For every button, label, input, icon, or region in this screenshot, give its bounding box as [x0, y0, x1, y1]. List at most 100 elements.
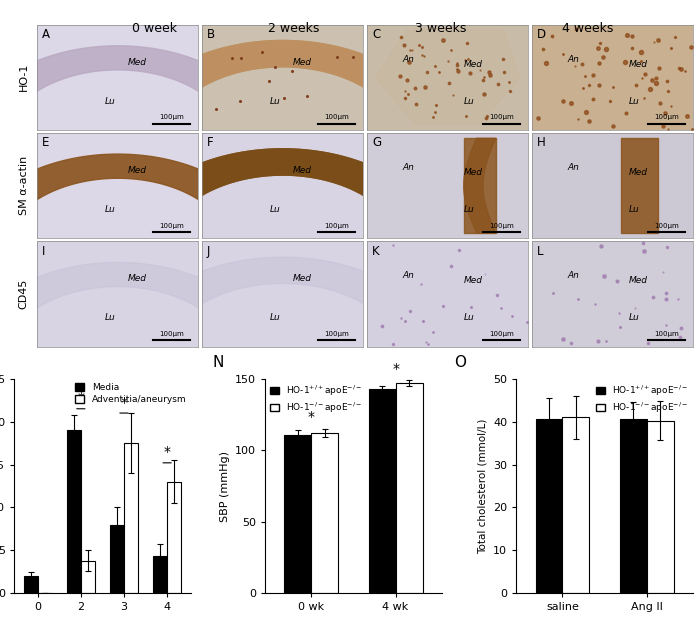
- Text: An: An: [568, 54, 580, 64]
- Text: K: K: [372, 245, 379, 258]
- Text: Lu: Lu: [629, 313, 639, 322]
- Text: 100μm: 100μm: [654, 331, 679, 337]
- Text: Lu: Lu: [105, 205, 116, 214]
- Text: 100μm: 100μm: [489, 331, 514, 337]
- Text: Lu: Lu: [629, 205, 639, 214]
- Text: Med: Med: [629, 276, 648, 286]
- Text: An: An: [402, 163, 414, 172]
- Text: Med: Med: [629, 60, 648, 69]
- Bar: [167, 481, 181, 593]
- Text: *: *: [392, 362, 399, 376]
- Text: SM α-actin: SM α-actin: [19, 156, 29, 215]
- Text: 4 weeks: 4 weeks: [562, 22, 614, 35]
- Legend: HO-1$^{+/+}$apoE$^{-/-}$, HO-1$^{-/-}$apoE$^{-/-}$: HO-1$^{+/+}$apoE$^{-/-}$, HO-1$^{-/-}$ap…: [270, 383, 362, 415]
- Text: G: G: [372, 136, 381, 149]
- Text: C: C: [372, 28, 380, 41]
- Text: Med: Med: [463, 276, 483, 286]
- Text: I: I: [42, 245, 46, 258]
- Text: 100μm: 100μm: [489, 114, 514, 121]
- Y-axis label: Total cholesterol (mmol/L): Total cholesterol (mmol/L): [477, 418, 487, 554]
- Text: Med: Med: [127, 57, 146, 67]
- Bar: [110, 525, 124, 593]
- Text: Lu: Lu: [463, 205, 475, 214]
- Bar: [80, 561, 94, 593]
- Text: L: L: [537, 245, 543, 258]
- Text: 100μm: 100μm: [324, 331, 349, 337]
- Text: Med: Med: [293, 57, 312, 67]
- Text: Lu: Lu: [270, 313, 281, 322]
- Polygon shape: [133, 149, 433, 225]
- Bar: [395, 383, 423, 593]
- Text: O: O: [454, 355, 466, 370]
- Bar: [24, 576, 38, 593]
- Text: 100μm: 100μm: [160, 222, 184, 229]
- Text: 100μm: 100μm: [324, 222, 349, 229]
- Text: Lu: Lu: [105, 313, 116, 322]
- Polygon shape: [463, 138, 496, 233]
- Text: Med: Med: [127, 166, 146, 175]
- Text: F: F: [207, 136, 214, 149]
- Text: 0 week: 0 week: [132, 22, 176, 35]
- Text: Lu: Lu: [629, 96, 639, 106]
- Text: An: An: [402, 271, 414, 280]
- Bar: [369, 389, 396, 593]
- Polygon shape: [0, 263, 247, 322]
- Polygon shape: [0, 154, 247, 213]
- Text: Lu: Lu: [463, 96, 475, 106]
- Polygon shape: [375, 30, 520, 125]
- Text: Med: Med: [293, 274, 312, 283]
- Text: D: D: [537, 28, 546, 41]
- Text: 100μm: 100μm: [489, 222, 514, 229]
- Text: Med: Med: [463, 168, 483, 177]
- Text: 100μm: 100μm: [160, 331, 184, 337]
- Text: Med: Med: [629, 168, 648, 177]
- Text: Lu: Lu: [270, 205, 281, 214]
- Text: B: B: [207, 28, 215, 41]
- Text: *: *: [308, 410, 315, 425]
- Text: 2 weeks: 2 weeks: [268, 22, 320, 35]
- Text: 100μm: 100μm: [654, 114, 679, 121]
- Polygon shape: [463, 138, 496, 233]
- Text: An: An: [402, 54, 414, 64]
- Polygon shape: [133, 41, 433, 117]
- Text: 100μm: 100μm: [654, 222, 679, 229]
- Bar: [153, 556, 167, 593]
- Polygon shape: [133, 149, 433, 225]
- Bar: [312, 433, 338, 593]
- Bar: [67, 430, 80, 593]
- Polygon shape: [133, 41, 433, 117]
- Text: 100μm: 100μm: [324, 114, 349, 121]
- Bar: [284, 434, 312, 593]
- Bar: [536, 420, 563, 593]
- Text: *: *: [120, 396, 127, 410]
- Text: N: N: [212, 355, 223, 370]
- Text: *: *: [164, 446, 171, 459]
- Text: CD45: CD45: [19, 279, 29, 309]
- Polygon shape: [621, 138, 657, 233]
- Polygon shape: [0, 46, 247, 105]
- Text: Lu: Lu: [270, 96, 281, 106]
- Bar: [647, 421, 673, 593]
- Text: J: J: [207, 245, 211, 258]
- Polygon shape: [133, 257, 433, 333]
- Text: 100μm: 100μm: [160, 114, 184, 121]
- Text: E: E: [42, 136, 50, 149]
- Text: Med: Med: [463, 60, 483, 69]
- Bar: [563, 417, 589, 593]
- Text: H: H: [537, 136, 545, 149]
- Text: Lu: Lu: [105, 96, 116, 106]
- Bar: [620, 420, 647, 593]
- Text: Med: Med: [293, 166, 312, 175]
- Text: An: An: [568, 163, 580, 172]
- Text: *: *: [77, 391, 84, 405]
- Y-axis label: SBP (mmHg): SBP (mmHg): [220, 451, 230, 522]
- Text: An: An: [568, 271, 580, 280]
- Text: Med: Med: [127, 274, 146, 283]
- Legend: Media, Adventitia/aneurysm: Media, Adventitia/aneurysm: [76, 383, 186, 404]
- Text: A: A: [42, 28, 50, 41]
- Text: HO-1: HO-1: [19, 63, 29, 91]
- Text: 3 weeks: 3 weeks: [415, 22, 467, 35]
- Bar: [124, 443, 138, 593]
- Legend: HO-1$^{+/+}$apoE$^{-/-}$, HO-1$^{-/-}$apoE$^{-/-}$: HO-1$^{+/+}$apoE$^{-/-}$, HO-1$^{-/-}$ap…: [596, 383, 689, 415]
- Text: Lu: Lu: [463, 313, 475, 322]
